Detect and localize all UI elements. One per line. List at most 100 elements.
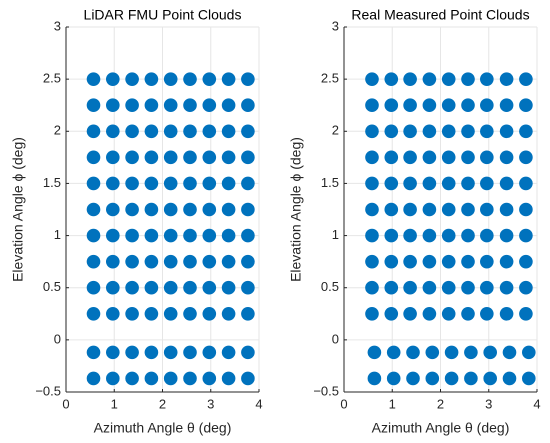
y-tick-label: 2 (54, 123, 61, 138)
point (125, 280, 139, 295)
point (202, 176, 217, 191)
point (367, 345, 382, 360)
point (441, 98, 456, 113)
point (441, 306, 456, 321)
point (125, 254, 139, 269)
point (365, 72, 379, 86)
point (444, 371, 459, 386)
point (519, 124, 533, 139)
point (125, 228, 139, 243)
point (144, 176, 159, 191)
point (202, 306, 217, 321)
point (144, 98, 159, 113)
point (106, 306, 120, 321)
point (241, 371, 255, 386)
point (202, 98, 217, 113)
point (499, 176, 514, 191)
y-tick-label: 1.5 (43, 175, 61, 190)
point (144, 72, 159, 86)
y-tick-label: 1 (54, 227, 61, 242)
point (365, 124, 379, 139)
point (461, 254, 475, 269)
point (144, 124, 159, 139)
point (384, 228, 399, 243)
point (464, 345, 478, 360)
y-tick-label: 0 (332, 331, 339, 346)
x-tick-label: 4 (255, 396, 262, 411)
point (480, 306, 494, 321)
point (425, 345, 440, 360)
x-axis-label: Azimuth Angle θ (deg) (94, 420, 232, 436)
x-tick-label: 2 (437, 396, 444, 411)
point (144, 371, 159, 386)
point (403, 280, 417, 295)
point (221, 124, 236, 139)
point (483, 345, 497, 360)
point (483, 371, 497, 386)
point (519, 202, 533, 217)
y-tick-label: 2.5 (43, 71, 61, 86)
point (441, 202, 456, 217)
point (241, 72, 255, 86)
point (519, 176, 533, 191)
point (163, 72, 178, 86)
point (365, 98, 379, 113)
point (365, 228, 379, 243)
point (461, 176, 475, 191)
x-tick-label: 2 (159, 396, 166, 411)
x-tick-label: 1 (389, 396, 396, 411)
point (241, 202, 255, 217)
point (125, 150, 139, 165)
point (125, 72, 139, 86)
point (480, 124, 494, 139)
point (403, 150, 417, 165)
y-axis-label: Elevation Angle ϕ (deg) (288, 137, 304, 282)
point (86, 176, 101, 191)
x-tick-label: 3 (207, 396, 214, 411)
point (183, 202, 197, 217)
point (221, 176, 236, 191)
point (221, 72, 236, 86)
point (422, 150, 437, 165)
point (422, 306, 437, 321)
point (106, 345, 120, 360)
point (241, 124, 255, 139)
point (444, 345, 459, 360)
point (384, 124, 399, 139)
point (125, 202, 139, 217)
point (480, 228, 494, 243)
point (183, 306, 197, 321)
point (499, 124, 514, 139)
y-tick-label: −0.5 (35, 383, 61, 398)
point (163, 228, 178, 243)
point (499, 228, 514, 243)
point (183, 150, 197, 165)
x-tick-label: 0 (62, 396, 69, 411)
point (106, 371, 120, 386)
point (461, 124, 475, 139)
point (106, 228, 120, 243)
y-tick-label: 3 (54, 18, 61, 33)
point (221, 345, 236, 360)
point (241, 345, 255, 360)
point (422, 124, 437, 139)
point (480, 150, 494, 165)
x-axis-label: Azimuth Angle θ (deg) (372, 420, 510, 436)
y-tick-label: 2 (332, 123, 339, 138)
point (86, 306, 101, 321)
point (125, 124, 139, 139)
point (241, 228, 255, 243)
point (441, 228, 456, 243)
point (422, 254, 437, 269)
point (125, 345, 139, 360)
point (441, 176, 456, 191)
point (519, 228, 533, 243)
point (384, 306, 399, 321)
point (480, 280, 494, 295)
point (519, 254, 533, 269)
point (425, 371, 440, 386)
point (86, 254, 101, 269)
y-tick-label: 2.5 (321, 71, 339, 86)
point (221, 202, 236, 217)
point (183, 254, 197, 269)
